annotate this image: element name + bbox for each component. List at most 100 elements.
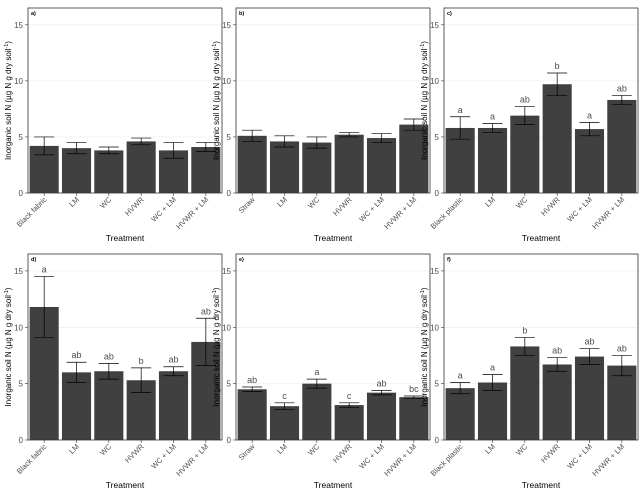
error-bar — [371, 390, 392, 396]
panel-background — [28, 8, 222, 193]
error-bar — [514, 337, 535, 356]
bar — [61, 372, 92, 440]
x-tick-label: HVWR + LM — [382, 442, 418, 478]
error-bar — [579, 122, 600, 137]
significance-letter: b — [555, 61, 560, 71]
y-axis-title: Inorganic soil N (µg N g dry soil-1) — [4, 287, 13, 406]
bar — [399, 124, 429, 193]
chart-panel: ab Straw c LM a WC c HVWR ab WC + LM bc HVWR + LM 0 5… — [212, 253, 431, 490]
error-bar — [195, 142, 216, 152]
significance-letter: a — [42, 265, 47, 275]
y-tick-label: 15 — [430, 21, 439, 30]
bar — [269, 141, 300, 193]
bar — [399, 397, 429, 440]
x-tick-label: WC — [306, 442, 322, 458]
significance-letter: ab — [552, 346, 562, 356]
x-tick-label: HVWR — [331, 195, 354, 218]
y-tick-label: 5 — [435, 133, 440, 142]
y-axis-title-main: Inorganic soil N (µg N g dry soil — [4, 48, 13, 160]
y-tick-label: 10 — [430, 77, 439, 86]
x-tick-label: HVWR — [539, 442, 562, 465]
x-tick-label: WC — [514, 195, 530, 211]
y-tick-label: 15 — [222, 267, 231, 276]
y-tick-label: 5 — [227, 380, 232, 389]
panel-label: d) — [31, 257, 36, 263]
y-axis-title: Inorganic soil N (µg N g dry soil-1) — [420, 41, 429, 160]
panel-border — [27, 7, 223, 194]
error-bar — [339, 132, 360, 138]
x-tick-label: Black plastic — [429, 442, 465, 478]
panel-border — [443, 253, 639, 441]
significance-letter: ab — [104, 351, 114, 361]
x-tick-label: HVWR + LM — [174, 195, 210, 231]
y-axis-title-superscript: -1 — [420, 44, 426, 49]
chart-panel: a Black plastic a LM b WC ab HVWR ab WC + LM ab HVW… — [420, 253, 639, 490]
y-axis-title: Inorganic soil N (µg N g dry soil-1) — [212, 41, 221, 160]
x-axis-title: Treatment — [314, 233, 353, 243]
x-tick-label: WC + LM — [565, 442, 594, 471]
error-bar — [611, 355, 632, 377]
panel-background — [444, 254, 638, 440]
error-bar — [450, 116, 471, 140]
y-tick-label: 10 — [222, 323, 231, 332]
error-bar — [34, 276, 55, 338]
y-axis-title: Inorganic soil N (µg N g dry soil-1) — [420, 287, 429, 406]
significance-letter: a — [490, 111, 495, 121]
y-axis-title-superscript: -1 — [420, 290, 426, 295]
x-tick-label: Black fabric — [15, 442, 49, 476]
bar — [334, 405, 364, 440]
error-bar — [34, 136, 55, 156]
y-axis-title-superscript: -1 — [4, 44, 10, 49]
bar — [366, 392, 397, 440]
error-bar — [163, 142, 184, 159]
y-tick-label: 5 — [19, 133, 24, 142]
bar — [61, 148, 92, 193]
y-tick-label: 15 — [430, 267, 439, 276]
x-tick-label: WC — [306, 195, 322, 211]
panel-label: c) — [447, 11, 452, 17]
x-axis-title: Treatment — [106, 480, 145, 490]
error-bar — [611, 95, 632, 105]
x-tick-label: Black plastic — [429, 195, 465, 231]
significance-letter: ab — [201, 306, 211, 316]
bar — [542, 364, 572, 440]
y-tick-label: 0 — [19, 436, 24, 445]
error-bar — [482, 123, 503, 133]
y-axis-title-end: ) — [420, 287, 429, 290]
bar — [237, 135, 267, 193]
x-tick-label: WC + LM — [357, 442, 386, 471]
panel-label: e) — [239, 257, 244, 263]
bar — [574, 356, 605, 440]
error-bar — [242, 129, 263, 142]
error-bar — [242, 386, 263, 392]
error-bar — [66, 361, 87, 383]
y-tick-label: 10 — [14, 323, 23, 332]
x-tick-label: WC + LM — [565, 195, 594, 224]
error-bar — [131, 137, 152, 146]
y-axis-title-end: ) — [212, 41, 221, 44]
x-axis-title: Treatment — [522, 480, 561, 490]
chart-panel: a Black fabric ab LM ab WC b HVWR ab WC + LM ab HVW… — [4, 253, 223, 490]
panel-background — [28, 254, 222, 440]
x-tick-label: WC + LM — [357, 195, 386, 224]
bar — [445, 388, 475, 440]
x-axis-title: Treatment — [106, 233, 145, 243]
bar — [191, 147, 221, 193]
x-tick-label: Straw — [237, 195, 257, 215]
x-tick-label: HVWR — [123, 195, 146, 218]
x-tick-label: LM — [483, 442, 497, 456]
x-axis-title: Treatment — [522, 233, 561, 243]
bar — [477, 382, 508, 440]
panel-background — [444, 8, 638, 193]
y-tick-label: 15 — [222, 21, 231, 30]
x-axis-title: Treatment — [314, 480, 353, 490]
y-tick-label: 0 — [435, 436, 440, 445]
error-bar — [547, 357, 568, 372]
error-bar — [339, 402, 360, 408]
significance-letter: ab — [617, 343, 627, 353]
bar — [126, 141, 156, 193]
bar — [237, 389, 267, 440]
significance-letter: b — [522, 325, 527, 335]
bar — [542, 84, 572, 193]
